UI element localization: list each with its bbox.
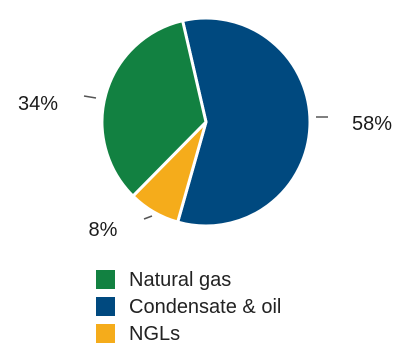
legend-swatch-natural-gas xyxy=(96,270,115,289)
pie-slice-condensate-oil xyxy=(176,16,312,228)
legend-item-ngls: NGLs xyxy=(96,320,281,347)
legend-item-natural-gas: Natural gas xyxy=(96,266,281,293)
legend-swatch-condensate-oil xyxy=(96,297,115,316)
pie-slice-natural-gas xyxy=(100,19,208,198)
data-label-ngls: 8% xyxy=(89,219,118,241)
legend-label-ngls: NGLs xyxy=(129,322,181,345)
data-label-natural-gas: 34% xyxy=(18,93,58,115)
legend: Natural gas Condensate & oil NGLs xyxy=(96,266,281,347)
legend-label-natural-gas: Natural gas xyxy=(129,268,232,291)
leader-line-natural-gas xyxy=(83,95,97,99)
data-label-condensate-oil: 58% xyxy=(352,113,392,135)
legend-item-condensate-oil: Condensate & oil xyxy=(96,293,281,320)
legend-swatch-ngls xyxy=(96,324,115,343)
legend-label-condensate-oil: Condensate & oil xyxy=(129,295,282,318)
leader-line-ngls xyxy=(143,215,153,220)
